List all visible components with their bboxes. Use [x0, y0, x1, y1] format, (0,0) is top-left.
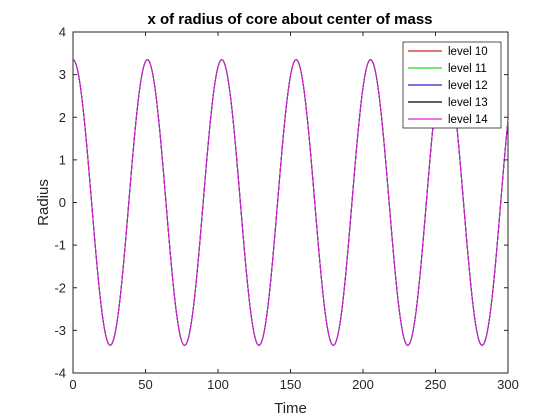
legend-items: level 10 level 11 level 12 level 13 level 14: [408, 46, 488, 126]
legend-item: level 11: [408, 63, 487, 75]
y-tick-label: -4: [54, 366, 66, 381]
y-axis-title: Radius: [35, 179, 52, 226]
ticks-layer: 0 50 100 150 200 250 300 -4 -3 -2 -1 0 1 2 3 4: [54, 25, 518, 393]
x-tick-label: 300: [497, 377, 519, 392]
y-tick-label: -2: [54, 280, 66, 295]
y-tick-label: 4: [59, 25, 66, 40]
legend-label: level 11: [448, 63, 487, 75]
y-tick-label: 0: [59, 195, 66, 210]
legend-item: level 10: [408, 46, 488, 58]
x-tick-label: 150: [280, 377, 302, 392]
legend-label: level 12: [448, 80, 488, 92]
legend-label: level 14: [448, 114, 488, 126]
y-tick-label: 1: [59, 152, 66, 167]
legend-label: level 13: [448, 97, 488, 109]
legend-item: level 14: [408, 114, 488, 126]
x-tick-label: 250: [425, 377, 447, 392]
y-tick-label: -1: [54, 238, 66, 253]
y-tick-label: -3: [54, 323, 66, 338]
y-tick-label: 2: [59, 110, 66, 125]
x-axis-title: Time: [274, 400, 307, 417]
legend-item: level 13: [408, 97, 488, 109]
legend-item: level 12: [408, 80, 488, 92]
y-tick-label: 3: [59, 67, 66, 82]
x-tick-label: 200: [352, 377, 374, 392]
x-tick-label: 50: [138, 377, 152, 392]
legend-label: level 10: [448, 46, 488, 58]
chart-title: x of radius of core about center of mass: [147, 11, 432, 28]
x-tick-label: 0: [69, 377, 76, 392]
legend: level 10 level 11 level 12 level 13 level 14: [402, 41, 502, 129]
x-tick-label: 100: [207, 377, 229, 392]
